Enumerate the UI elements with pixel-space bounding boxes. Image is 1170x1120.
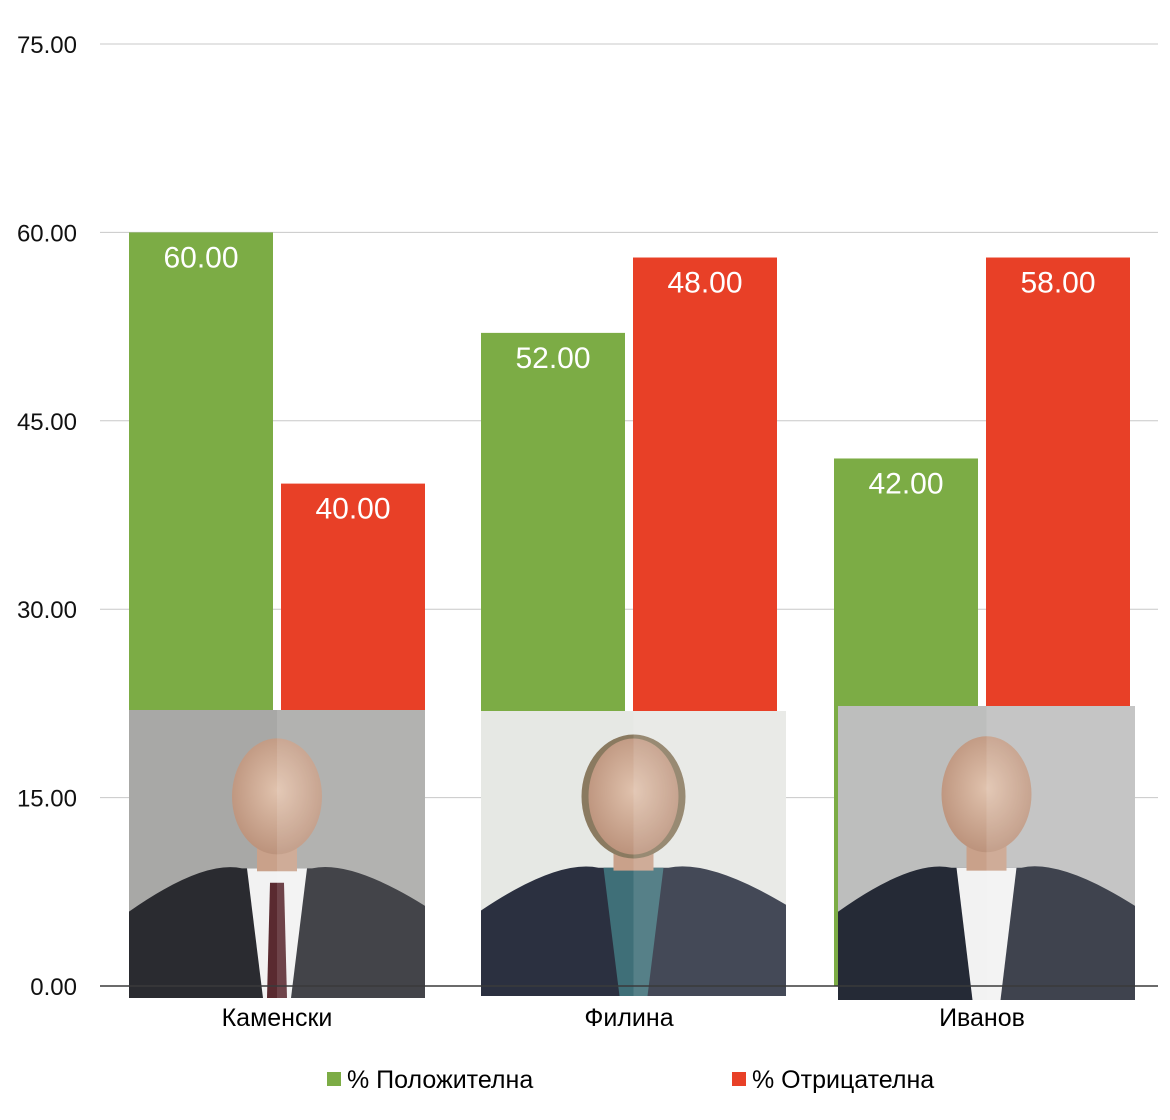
y-tick-label: 45.00	[17, 409, 77, 436]
legend-swatch	[732, 1072, 746, 1086]
candidate-photo-3	[838, 706, 1135, 1000]
data-label: 52.00	[515, 342, 590, 375]
legend-label: % Положителна	[347, 1066, 533, 1094]
data-label: 40.00	[315, 493, 390, 526]
legend-item-2: % Отрицателна	[732, 1066, 934, 1094]
category-label: Филина	[584, 1004, 673, 1032]
data-label: 60.00	[163, 241, 238, 274]
y-tick-label: 75.00	[17, 32, 77, 59]
data-label: 42.00	[868, 467, 943, 500]
data-label: 48.00	[667, 267, 742, 300]
legend-item-1: % Положителна	[327, 1066, 533, 1094]
category-label: Каменски	[222, 1004, 333, 1032]
legend-swatch	[327, 1072, 341, 1086]
category-labels: Каменски Филина Иванов	[222, 1004, 1025, 1032]
y-tick-label: 30.00	[17, 597, 77, 624]
y-tick-label: 0.00	[30, 974, 77, 1001]
y-tick-label: 60.00	[17, 220, 77, 247]
candidate-photo-1	[129, 710, 425, 998]
candidate-photos	[129, 706, 1135, 1000]
legend: % Положителна % Отрицателна	[327, 1066, 934, 1094]
data-label: 58.00	[1020, 267, 1095, 300]
candidate-photo-2	[481, 711, 786, 996]
legend-label: % Отрицателна	[752, 1066, 934, 1094]
value-labels: 60.00 40.00 52.00 48.00 42.00 58.00	[163, 241, 1095, 525]
y-tick-label: 15.00	[17, 786, 77, 813]
y-axis-ticks: 0.00 15.00 30.00 45.00 60.00 75.00	[17, 32, 77, 1001]
category-label: Иванов	[939, 1004, 1025, 1032]
